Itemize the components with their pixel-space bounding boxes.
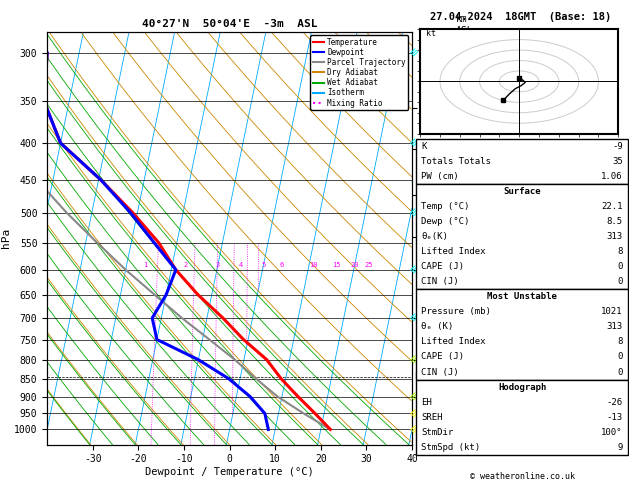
- Text: 9: 9: [617, 443, 623, 452]
- Text: Lifted Index: Lifted Index: [421, 337, 486, 347]
- Text: 2: 2: [184, 261, 188, 267]
- Y-axis label: km
ASL: km ASL: [456, 14, 474, 36]
- Text: $\equiv$: $\equiv$: [406, 205, 422, 221]
- Text: 27.04.2024  18GMT  (Base: 18): 27.04.2024 18GMT (Base: 18): [430, 12, 611, 22]
- Text: θₑ(K): θₑ(K): [421, 232, 448, 241]
- Text: 8: 8: [617, 337, 623, 347]
- Text: $\equiv$: $\equiv$: [406, 310, 422, 326]
- Text: -9: -9: [612, 141, 623, 151]
- Text: Pressure (mb): Pressure (mb): [421, 307, 491, 316]
- Y-axis label: hPa: hPa: [1, 228, 11, 248]
- Title: 40°27'N  50°04'E  -3m  ASL: 40°27'N 50°04'E -3m ASL: [142, 19, 318, 30]
- Text: Temp (°C): Temp (°C): [421, 202, 470, 211]
- Text: 22.1: 22.1: [601, 202, 623, 211]
- Text: $\equiv$: $\equiv$: [406, 421, 422, 437]
- Text: StmDir: StmDir: [421, 428, 454, 437]
- Text: $\equiv$: $\equiv$: [406, 405, 422, 421]
- Text: 0: 0: [617, 367, 623, 377]
- Text: Dewp (°C): Dewp (°C): [421, 217, 470, 226]
- Text: θₑ (K): θₑ (K): [421, 322, 454, 331]
- Text: 8: 8: [617, 247, 623, 256]
- Text: K: K: [421, 141, 427, 151]
- Text: Lifted Index: Lifted Index: [421, 247, 486, 256]
- Text: $\equiv$: $\equiv$: [406, 389, 422, 404]
- Text: 3: 3: [216, 261, 220, 267]
- Text: 313: 313: [606, 232, 623, 241]
- Text: 5: 5: [262, 261, 265, 267]
- Text: -26: -26: [606, 398, 623, 407]
- Text: 25: 25: [364, 261, 372, 267]
- Text: Totals Totals: Totals Totals: [421, 156, 491, 166]
- Text: $\equiv$: $\equiv$: [406, 135, 422, 151]
- Text: kt: kt: [426, 30, 436, 38]
- Text: CIN (J): CIN (J): [421, 277, 459, 286]
- Text: PW (cm): PW (cm): [421, 172, 459, 181]
- Text: $\equiv$: $\equiv$: [406, 45, 422, 61]
- X-axis label: Dewpoint / Temperature (°C): Dewpoint / Temperature (°C): [145, 467, 314, 477]
- Text: 4: 4: [238, 261, 243, 267]
- Text: 100°: 100°: [601, 428, 623, 437]
- Text: LCL: LCL: [414, 372, 429, 382]
- Text: EH: EH: [421, 398, 432, 407]
- Text: 35: 35: [612, 156, 623, 166]
- Text: SREH: SREH: [421, 413, 443, 422]
- Text: 20: 20: [350, 261, 359, 267]
- Text: 15: 15: [332, 261, 341, 267]
- Text: $\equiv$: $\equiv$: [406, 352, 422, 367]
- Text: $\equiv$: $\equiv$: [406, 262, 422, 278]
- Legend: Temperature, Dewpoint, Parcel Trajectory, Dry Adiabat, Wet Adiabat, Isotherm, Mi: Temperature, Dewpoint, Parcel Trajectory…: [311, 35, 408, 110]
- Text: StmSpd (kt): StmSpd (kt): [421, 443, 481, 452]
- Text: CAPE (J): CAPE (J): [421, 262, 464, 271]
- Text: 1.06: 1.06: [601, 172, 623, 181]
- Text: 0: 0: [617, 352, 623, 362]
- Text: Hodograph: Hodograph: [498, 382, 546, 392]
- Text: © weatheronline.co.uk: © weatheronline.co.uk: [470, 472, 574, 481]
- Text: 1: 1: [143, 261, 147, 267]
- Text: 0: 0: [617, 277, 623, 286]
- Text: Most Unstable: Most Unstable: [487, 292, 557, 301]
- Text: 1021: 1021: [601, 307, 623, 316]
- Text: CIN (J): CIN (J): [421, 367, 459, 377]
- Text: -13: -13: [606, 413, 623, 422]
- Text: 6: 6: [280, 261, 284, 267]
- Text: CAPE (J): CAPE (J): [421, 352, 464, 362]
- Text: 0: 0: [617, 262, 623, 271]
- Text: 8.5: 8.5: [606, 217, 623, 226]
- Text: Mixing Ratio (g/kg): Mixing Ratio (g/kg): [473, 240, 482, 335]
- Text: Surface: Surface: [503, 187, 541, 196]
- Text: 313: 313: [606, 322, 623, 331]
- Text: 10: 10: [309, 261, 318, 267]
